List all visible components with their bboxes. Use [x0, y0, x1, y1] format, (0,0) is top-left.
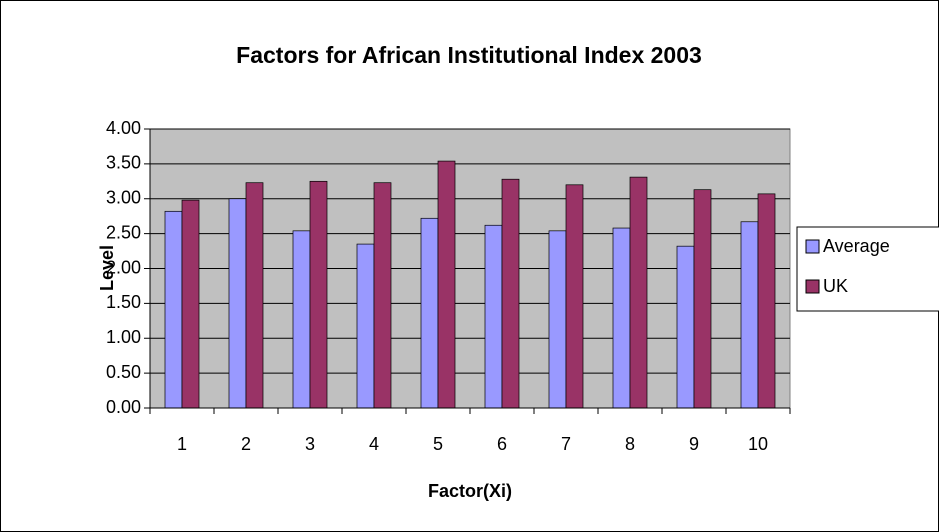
y-tick-label: 1.50 — [106, 292, 141, 312]
bar — [693, 189, 712, 409]
y-tick-label: 3.00 — [106, 188, 141, 208]
chart-title: Factors for African Institutional Index … — [236, 42, 702, 68]
x-tick-label: 9 — [689, 434, 699, 454]
legend-swatch — [805, 279, 820, 294]
legend-label: UK — [823, 276, 848, 296]
bar — [501, 178, 520, 409]
y-tick-label: 2.00 — [106, 257, 141, 277]
y-tick-label: 0.50 — [106, 362, 141, 382]
x-tick-label: 5 — [433, 434, 443, 454]
bar — [437, 160, 456, 409]
bar — [309, 180, 328, 409]
x-tick-label: 8 — [625, 434, 635, 454]
bar — [757, 193, 776, 409]
bar — [373, 182, 392, 409]
bar — [228, 198, 247, 409]
legend-label: Average — [823, 236, 890, 256]
y-tick-label: 3.50 — [106, 153, 141, 173]
bar — [484, 224, 503, 409]
bar — [420, 217, 439, 409]
x-tick-label: 3 — [305, 434, 315, 454]
legend-swatch — [805, 239, 820, 254]
y-tick-label: 4.00 — [106, 118, 141, 138]
bar — [612, 227, 631, 409]
bar — [356, 243, 375, 409]
bar — [740, 221, 759, 409]
bar — [292, 230, 311, 409]
x-tick-label: 10 — [748, 434, 768, 454]
legend-box — [796, 226, 939, 312]
y-tick-label: 2.50 — [106, 222, 141, 242]
y-tick-label: 1.00 — [106, 327, 141, 347]
y-tick-label: 0.00 — [106, 397, 141, 417]
x-tick-label: 2 — [241, 434, 251, 454]
bar — [245, 182, 264, 409]
x-tick-label: 1 — [177, 434, 187, 454]
bar — [164, 210, 183, 409]
y-axis-label: Level — [97, 245, 117, 291]
bar — [565, 184, 584, 409]
bar — [676, 245, 695, 409]
bar — [629, 176, 648, 409]
bar — [548, 230, 567, 409]
x-tick-label: 4 — [369, 434, 379, 454]
x-tick-label: 6 — [497, 434, 507, 454]
bar — [181, 199, 200, 409]
x-tick-label: 7 — [561, 434, 571, 454]
x-axis-label: Factor(Xi) — [428, 481, 512, 501]
